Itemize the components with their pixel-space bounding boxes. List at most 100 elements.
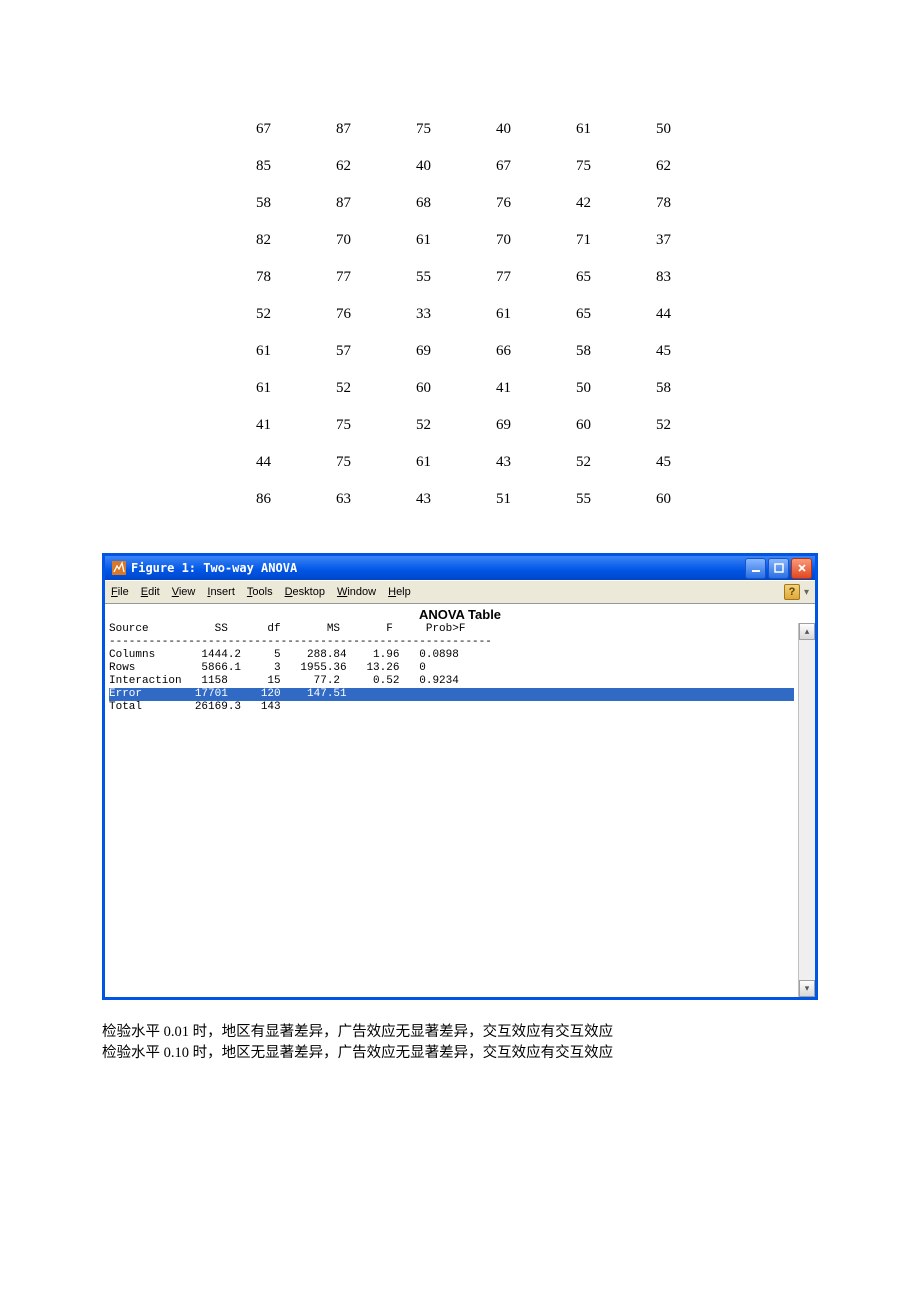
table-cell: 57 bbox=[336, 334, 414, 369]
table-cell: 52 bbox=[416, 408, 494, 443]
table-cell: 70 bbox=[496, 223, 574, 258]
table-row: 787755776583 bbox=[256, 260, 734, 295]
table-cell: 43 bbox=[496, 445, 574, 480]
table-cell: 60 bbox=[656, 482, 734, 517]
table-cell: 40 bbox=[496, 112, 574, 147]
table-cell: 44 bbox=[656, 297, 734, 332]
table-cell: 75 bbox=[336, 445, 414, 480]
table-cell: 58 bbox=[576, 334, 654, 369]
menu-item-file[interactable]: File bbox=[111, 586, 129, 598]
table-row: 678775406150 bbox=[256, 112, 734, 147]
table-cell: 61 bbox=[256, 371, 334, 406]
table-cell: 60 bbox=[416, 371, 494, 406]
table-cell: 55 bbox=[416, 260, 494, 295]
table-row: 827061707137 bbox=[256, 223, 734, 258]
table-cell: 77 bbox=[496, 260, 574, 295]
table-cell: 45 bbox=[656, 334, 734, 369]
scroll-down-arrow-icon[interactable]: ▾ bbox=[799, 980, 815, 997]
table-cell: 69 bbox=[496, 408, 574, 443]
table-cell: 77 bbox=[336, 260, 414, 295]
anova-selected-row[interactable]: Error 17701 120 147.51 bbox=[109, 688, 794, 701]
table-cell: 86 bbox=[256, 482, 334, 517]
table-cell: 45 bbox=[656, 445, 734, 480]
table-cell: 37 bbox=[656, 223, 734, 258]
table-cell: 71 bbox=[576, 223, 654, 258]
numeric-data-table: 6787754061508562406775625887687642788270… bbox=[254, 110, 736, 519]
table-cell: 61 bbox=[416, 445, 494, 480]
table-row: 417552696052 bbox=[256, 408, 734, 443]
table-cell: 52 bbox=[576, 445, 654, 480]
menubar-chevron-icon[interactable]: ▾ bbox=[804, 587, 809, 598]
scroll-track[interactable] bbox=[799, 640, 815, 980]
table-cell: 61 bbox=[256, 334, 334, 369]
table-cell: 87 bbox=[336, 112, 414, 147]
table-row: 615769665845 bbox=[256, 334, 734, 369]
table-cell: 50 bbox=[656, 112, 734, 147]
table-cell: 52 bbox=[256, 297, 334, 332]
table-cell: 67 bbox=[496, 149, 574, 184]
conclusion-line-2: 检验水平 0.10 时，地区无显著差异，广告效应无显著差异，交互效应有交互效应 bbox=[102, 1043, 818, 1064]
table-cell: 82 bbox=[256, 223, 334, 258]
menu-item-help[interactable]: Help bbox=[388, 586, 411, 598]
table-cell: 60 bbox=[576, 408, 654, 443]
table-cell: 75 bbox=[576, 149, 654, 184]
table-row: 866343515560 bbox=[256, 482, 734, 517]
table-cell: 52 bbox=[656, 408, 734, 443]
table-cell: 33 bbox=[416, 297, 494, 332]
window-titlebar[interactable]: Figure 1: Two-way ANOVA bbox=[105, 556, 815, 580]
table-row: 615260415058 bbox=[256, 371, 734, 406]
table-cell: 55 bbox=[576, 482, 654, 517]
window-title-text: Figure 1: Two-way ANOVA bbox=[131, 561, 297, 575]
table-cell: 62 bbox=[336, 149, 414, 184]
anova-table-text[interactable]: Source SS df MS F Prob>F ---------------… bbox=[105, 623, 798, 997]
table-cell: 78 bbox=[656, 186, 734, 221]
table-cell: 70 bbox=[336, 223, 414, 258]
table-cell: 78 bbox=[256, 260, 334, 295]
table-cell: 68 bbox=[416, 186, 494, 221]
table-cell: 76 bbox=[336, 297, 414, 332]
minimize-button[interactable] bbox=[745, 558, 766, 579]
table-row: 447561435245 bbox=[256, 445, 734, 480]
vertical-scrollbar[interactable]: ▴ ▾ bbox=[798, 623, 815, 997]
table-row: 588768764278 bbox=[256, 186, 734, 221]
table-cell: 66 bbox=[496, 334, 574, 369]
table-cell: 63 bbox=[336, 482, 414, 517]
window-menubar: File Edit View Insert Tools Desktop Window Help… bbox=[105, 580, 815, 603]
close-button[interactable] bbox=[791, 558, 812, 579]
menu-item-edit[interactable]: Edit bbox=[141, 586, 160, 598]
table-cell: 65 bbox=[576, 297, 654, 332]
table-row: 856240677562 bbox=[256, 149, 734, 184]
menu-item-desktop[interactable]: Desktop bbox=[285, 586, 325, 598]
table-cell: 40 bbox=[416, 149, 494, 184]
table-cell: 87 bbox=[336, 186, 414, 221]
table-cell: 58 bbox=[656, 371, 734, 406]
table-cell: 43 bbox=[416, 482, 494, 517]
table-cell: 44 bbox=[256, 445, 334, 480]
window-content: ANOVA Table Source SS df MS F Prob>F ---… bbox=[105, 603, 815, 997]
table-cell: 83 bbox=[656, 260, 734, 295]
anova-figure-window: Figure 1: Two-way ANOVA File Edit View Inse… bbox=[102, 553, 818, 1000]
table-cell: 67 bbox=[256, 112, 334, 147]
menu-item-tools[interactable]: Tools bbox=[247, 586, 273, 598]
table-cell: 76 bbox=[496, 186, 574, 221]
table-row: 527633616544 bbox=[256, 297, 734, 332]
table-cell: 85 bbox=[256, 149, 334, 184]
table-cell: 50 bbox=[576, 371, 654, 406]
maximize-button[interactable] bbox=[768, 558, 789, 579]
table-cell: 69 bbox=[416, 334, 494, 369]
menu-item-view[interactable]: View bbox=[172, 586, 196, 598]
table-cell: 41 bbox=[256, 408, 334, 443]
table-cell: 75 bbox=[416, 112, 494, 147]
table-cell: 51 bbox=[496, 482, 574, 517]
table-cell: 61 bbox=[576, 112, 654, 147]
scroll-up-arrow-icon[interactable]: ▴ bbox=[799, 623, 815, 640]
table-cell: 62 bbox=[656, 149, 734, 184]
anova-table-title: ANOVA Table bbox=[105, 604, 815, 623]
menu-item-window[interactable]: Window bbox=[337, 586, 376, 598]
matlab-app-icon bbox=[111, 560, 127, 576]
table-cell: 65 bbox=[576, 260, 654, 295]
table-cell: 52 bbox=[336, 371, 414, 406]
table-cell: 61 bbox=[496, 297, 574, 332]
help-icon[interactable]: ? bbox=[784, 584, 800, 600]
menu-item-insert[interactable]: Insert bbox=[207, 586, 235, 598]
